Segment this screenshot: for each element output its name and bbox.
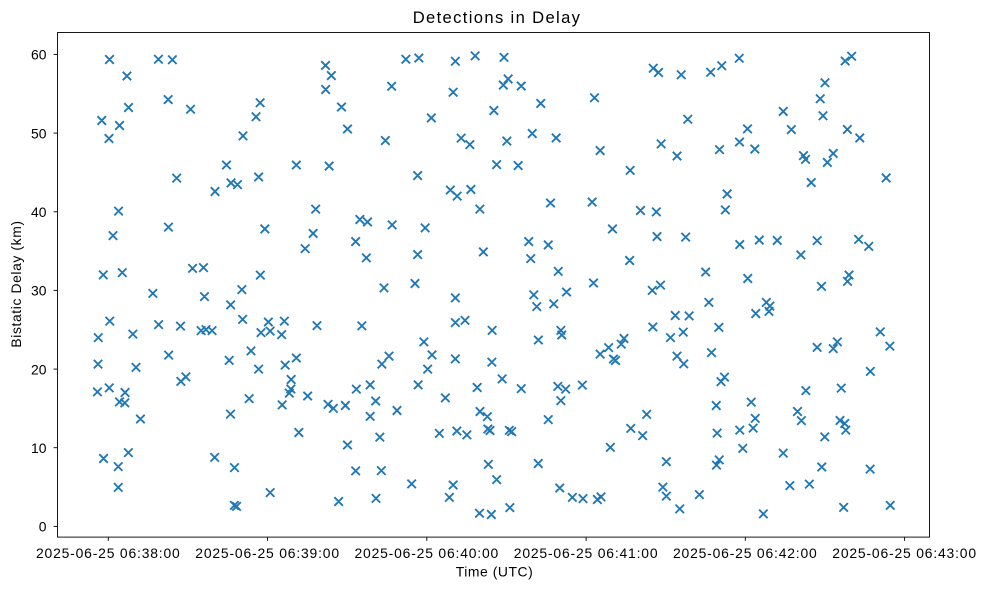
svg-text:Time (UTC): Time (UTC) [456,563,534,579]
svg-text:2025-06-25 06:38:00: 2025-06-25 06:38:00 [36,545,181,561]
svg-text:2025-06-25 06:43:00: 2025-06-25 06:43:00 [832,545,977,561]
svg-text:30: 30 [31,283,47,299]
svg-text:2025-06-25 06:40:00: 2025-06-25 06:40:00 [355,545,500,561]
svg-text:50: 50 [31,125,47,141]
svg-text:10: 10 [31,440,47,456]
svg-text:40: 40 [31,204,47,220]
svg-text:2025-06-25 06:42:00: 2025-06-25 06:42:00 [673,545,818,561]
svg-text:2025-06-25 06:41:00: 2025-06-25 06:41:00 [514,545,659,561]
svg-text:Detections in Delay: Detections in Delay [413,8,582,27]
svg-text:60: 60 [31,47,47,63]
svg-text:0: 0 [39,519,47,535]
svg-text:2025-06-25 06:39:00: 2025-06-25 06:39:00 [195,545,340,561]
svg-text:20: 20 [31,361,47,377]
svg-text:Bistatic Delay (km): Bistatic Delay (km) [8,220,24,347]
